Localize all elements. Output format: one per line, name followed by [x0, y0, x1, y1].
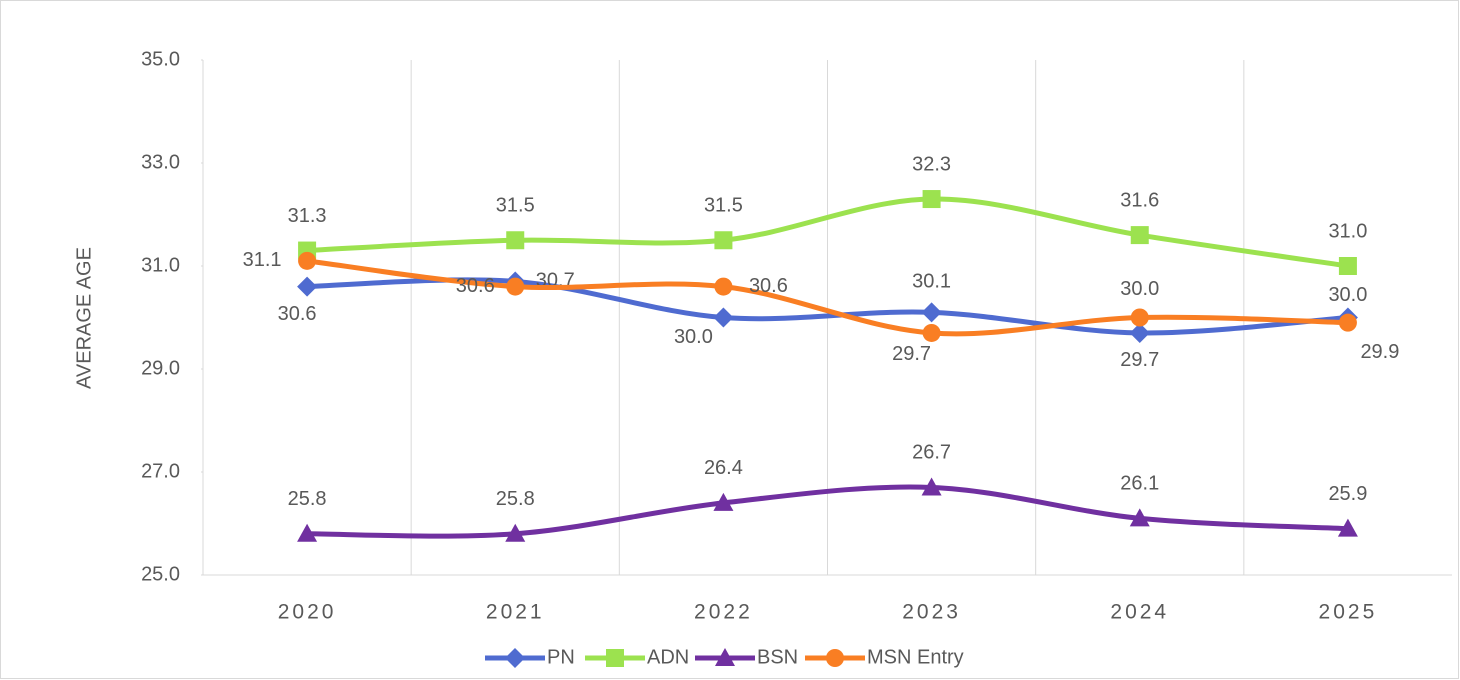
- legend-item: BSN: [695, 646, 798, 668]
- marker: [1129, 322, 1150, 343]
- y-tick-label: 33.0: [141, 151, 180, 173]
- data-label: 30.6: [749, 275, 788, 297]
- x-tick-label: 2021: [486, 601, 545, 624]
- data-label: 31.1: [243, 249, 282, 271]
- x-tick-label: 2025: [1319, 601, 1378, 624]
- data-label: 29.7: [892, 343, 931, 365]
- marker: [297, 276, 318, 297]
- data-label: 25.9: [1328, 483, 1367, 505]
- data-label: 30.0: [1328, 284, 1367, 306]
- marker: [1337, 518, 1358, 537]
- x-tick-label: 2020: [278, 601, 337, 624]
- marker: [505, 523, 526, 542]
- marker: [1130, 308, 1149, 327]
- y-tick-label: 25.0: [141, 563, 180, 585]
- marker: [297, 523, 318, 542]
- data-label: 30.6: [456, 275, 495, 297]
- marker: [1130, 226, 1149, 245]
- marker: [922, 323, 941, 342]
- line: [304, 277, 1351, 336]
- data-label: 29.7: [1120, 349, 1159, 371]
- data-label: 31.5: [704, 195, 743, 217]
- y-tick-label: 27.0: [141, 460, 180, 482]
- marker: [1129, 508, 1150, 527]
- data-label: 31.0: [1328, 220, 1367, 242]
- marker: [298, 251, 317, 270]
- marker: [506, 277, 525, 296]
- marker: [921, 302, 942, 323]
- legend-item: PN: [485, 646, 575, 668]
- data-label: 25.8: [288, 488, 327, 510]
- marker: [506, 231, 525, 250]
- data-label: 31.6: [1120, 189, 1159, 211]
- x-tick-label: 2024: [1110, 601, 1169, 624]
- marker: [714, 231, 733, 250]
- legend-label: BSN: [757, 646, 798, 668]
- marker: [713, 492, 734, 511]
- marker: [921, 477, 942, 496]
- data-label: 30.1: [912, 271, 951, 293]
- data-label: 29.9: [1360, 341, 1399, 363]
- marker: [1338, 313, 1357, 332]
- legend-label: ADN: [647, 646, 689, 668]
- legend-item: MSN Entry: [805, 646, 964, 668]
- marker: [714, 277, 733, 296]
- y-tick-label: 29.0: [141, 357, 180, 379]
- legend-item: ADN: [585, 646, 689, 668]
- data-label: 31.5: [496, 195, 535, 217]
- data-label: 26.4: [704, 457, 743, 479]
- y-tick-label: 35.0: [141, 48, 180, 70]
- data-label: 26.1: [1120, 473, 1159, 495]
- x-tick-label: 2022: [694, 601, 753, 624]
- line: [304, 196, 1351, 269]
- marker: [826, 649, 844, 667]
- y-axis-title: AVERAGE AGE: [73, 247, 95, 389]
- data-label: 30.6: [278, 303, 317, 325]
- marker: [922, 190, 941, 209]
- marker: [1338, 257, 1357, 275]
- data-label: 25.8: [496, 488, 535, 510]
- legend-label: MSN Entry: [867, 646, 964, 668]
- line: [304, 484, 1351, 539]
- x-tick-label: 2023: [902, 601, 961, 624]
- data-label: 30.0: [674, 326, 713, 348]
- legend-label: PN: [547, 646, 575, 668]
- data-label: 31.3: [288, 205, 327, 227]
- marker: [505, 648, 525, 668]
- marker: [715, 648, 735, 666]
- data-label: 26.7: [912, 442, 951, 464]
- marker: [713, 307, 734, 328]
- y-tick-label: 31.0: [141, 254, 180, 276]
- data-label: 30.0: [1120, 278, 1159, 300]
- marker: [606, 649, 624, 667]
- line: [304, 258, 1351, 337]
- data-label: 32.3: [912, 153, 951, 175]
